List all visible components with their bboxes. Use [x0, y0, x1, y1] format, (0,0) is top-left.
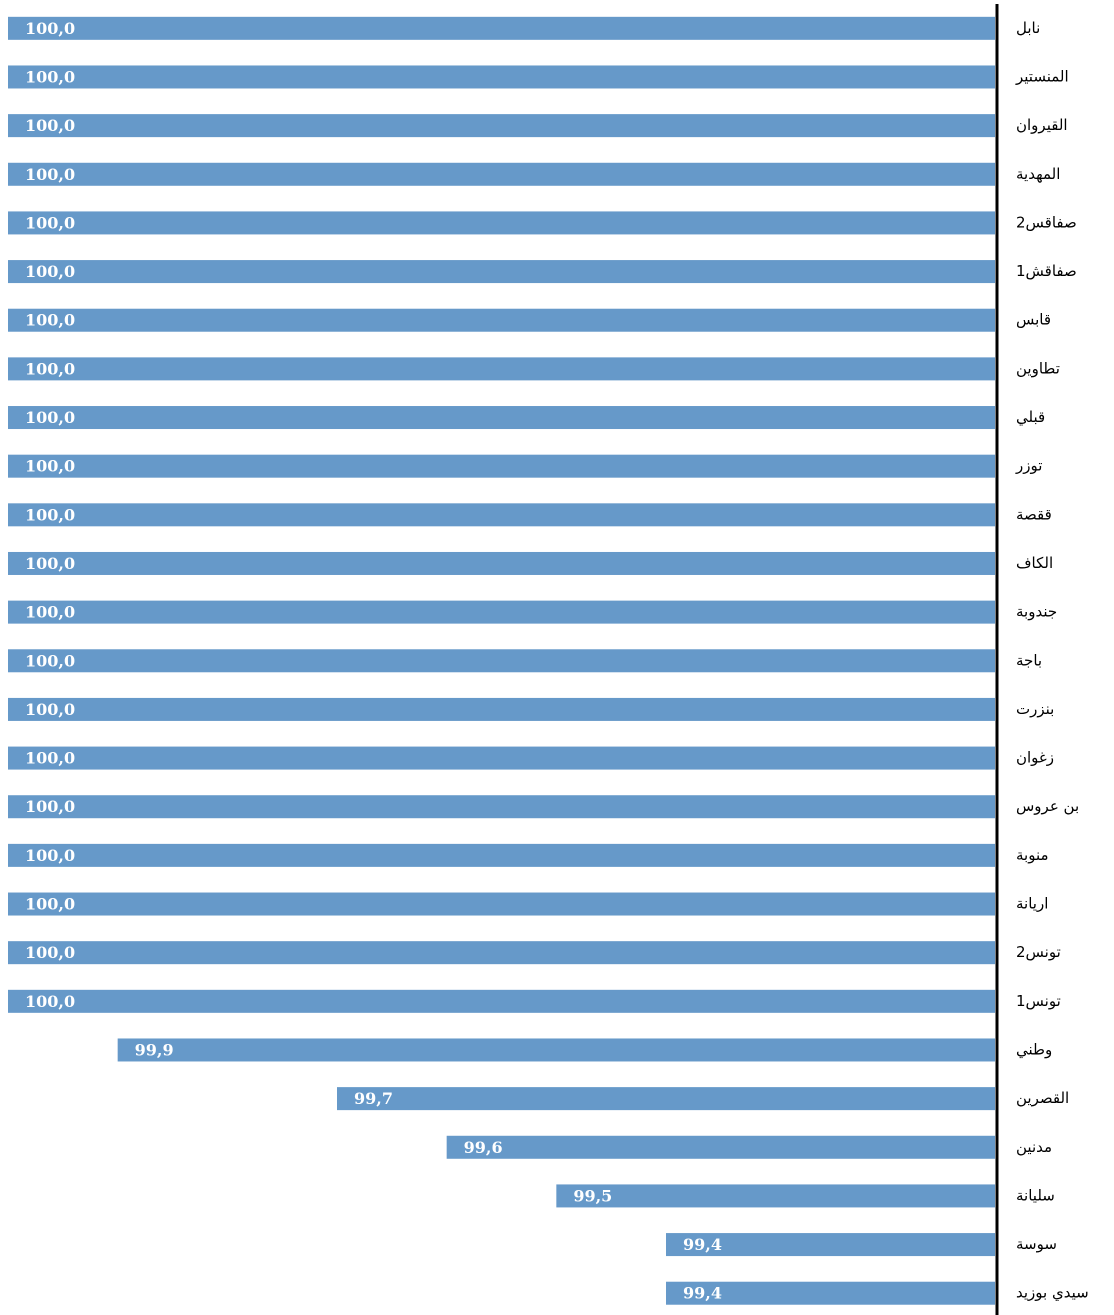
category-label: بنزرت	[1016, 700, 1054, 718]
bar	[8, 454, 995, 478]
bar	[8, 649, 995, 673]
bar	[666, 1281, 995, 1305]
category-label: بن عروس	[1016, 797, 1079, 815]
category-label: وطني	[1016, 1040, 1052, 1059]
bar	[8, 260, 995, 284]
value-label: 99,6	[464, 1138, 503, 1157]
value-label: 100,0	[25, 505, 75, 524]
value-label: 100,0	[25, 943, 75, 962]
bar	[8, 503, 995, 527]
category-label: ققصة	[1016, 505, 1052, 523]
value-label: 100,0	[25, 19, 75, 38]
category-label: قابس	[1016, 311, 1051, 329]
value-label: 100,0	[25, 213, 75, 232]
value-label: 100,0	[25, 846, 75, 865]
value-label: 100,0	[25, 408, 75, 427]
value-label: 100,0	[25, 749, 75, 768]
value-label: 100,0	[25, 651, 75, 670]
category-label: سيدي بوزيد	[1016, 1284, 1089, 1303]
bar	[337, 1087, 995, 1111]
category-label: نابل	[1016, 19, 1040, 37]
category-label: باجة	[1016, 651, 1042, 669]
value-label: 100,0	[25, 603, 75, 622]
category-label: تونس1	[1016, 992, 1061, 1010]
value-label: 99,4	[683, 1235, 722, 1254]
bar	[556, 1184, 995, 1208]
category-label: تونس2	[1016, 943, 1061, 961]
category-label: منوبة	[1016, 846, 1049, 864]
value-label: 100,0	[25, 457, 75, 476]
value-label: 100,0	[25, 359, 75, 378]
bar	[666, 1233, 995, 1257]
bar	[8, 65, 995, 89]
bar	[8, 843, 995, 867]
value-label: 99,7	[354, 1089, 393, 1108]
category-label: قبلي	[1016, 408, 1045, 427]
bar	[8, 308, 995, 332]
bar	[117, 1038, 995, 1062]
value-label: 100,0	[25, 116, 75, 135]
bar	[8, 406, 995, 430]
value-label: 100,0	[25, 700, 75, 719]
category-label: تطاوين	[1016, 359, 1060, 377]
bar	[8, 357, 995, 381]
value-label: 100,0	[25, 262, 75, 281]
bar	[8, 746, 995, 770]
category-label: صفاقس2	[1016, 213, 1077, 231]
category-label: القيروان	[1016, 116, 1068, 134]
value-label: 99,4	[683, 1284, 722, 1303]
bar	[8, 795, 995, 819]
bar	[8, 16, 995, 40]
bar	[8, 600, 995, 624]
value-label: 100,0	[25, 311, 75, 330]
value-label: 99,9	[135, 1040, 174, 1059]
value-label: 100,0	[25, 554, 75, 573]
bar	[8, 892, 995, 916]
category-label: مدنين	[1016, 1138, 1052, 1156]
category-label: اريانة	[1016, 895, 1048, 913]
category-label: توزر	[1015, 457, 1042, 475]
bar	[8, 989, 995, 1013]
bar	[8, 114, 995, 138]
bar	[8, 551, 995, 575]
bar	[8, 162, 995, 186]
category-label: القصرين	[1016, 1089, 1069, 1107]
category-label: جندوبة	[1016, 603, 1057, 621]
category-label: صفاقش1	[1016, 262, 1077, 280]
value-label: 100,0	[25, 895, 75, 914]
category-label: زغوان	[1016, 749, 1054, 767]
value-label: 100,0	[25, 165, 75, 184]
category-label: سليانة	[1016, 1186, 1055, 1204]
bar	[8, 697, 995, 721]
category-label: المنستير	[1015, 67, 1069, 85]
bar	[446, 1135, 996, 1159]
value-label: 100,0	[25, 992, 75, 1011]
value-label: 100,0	[25, 67, 75, 86]
category-label: المهدية	[1016, 165, 1060, 183]
category-label: الكاف	[1016, 554, 1053, 572]
category-label: سوسة	[1016, 1235, 1057, 1253]
value-label: 99,5	[573, 1186, 612, 1205]
bar	[8, 941, 995, 965]
bar	[8, 211, 995, 235]
value-label: 100,0	[25, 797, 75, 816]
